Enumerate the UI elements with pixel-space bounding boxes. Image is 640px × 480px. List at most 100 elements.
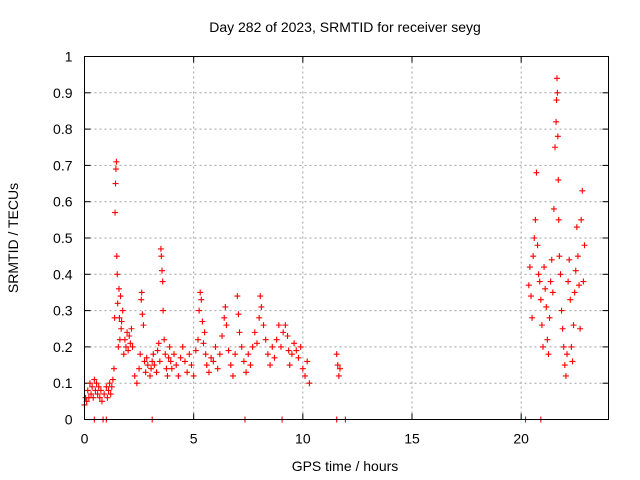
data-point — [143, 354, 150, 361]
y-tick-label: 0.7 — [53, 157, 73, 173]
data-point — [260, 322, 267, 329]
data-point — [131, 372, 138, 379]
data-point — [200, 340, 207, 347]
data-point — [267, 362, 274, 369]
data-point — [109, 376, 116, 383]
data-point — [201, 329, 208, 336]
data-point — [138, 296, 145, 303]
data-point — [108, 383, 115, 390]
data-point — [192, 347, 199, 354]
data-point — [179, 343, 186, 350]
data-point — [247, 362, 254, 369]
data-point — [214, 365, 221, 372]
data-point — [559, 325, 566, 332]
data-point — [127, 340, 134, 347]
data-point — [114, 300, 121, 307]
data-point — [125, 347, 132, 354]
data-point — [573, 224, 580, 231]
data-point — [142, 369, 149, 376]
data-point — [229, 372, 236, 379]
data-point — [225, 347, 232, 354]
plot-frame — [84, 56, 609, 420]
data-point — [269, 343, 276, 350]
data-point — [249, 343, 256, 350]
data-point — [101, 391, 108, 398]
data-point — [94, 391, 101, 398]
x-tick-label: 0 — [81, 431, 89, 447]
data-point — [562, 372, 569, 379]
data-point — [133, 380, 140, 387]
y-tick-labels: 0 0.1 0.2 0.3 0.4 0.5 0.6 0.7 0.8 0.9 1 — [53, 49, 73, 428]
data-point — [553, 97, 560, 104]
data-point — [138, 289, 145, 296]
data-point — [282, 322, 289, 329]
data-point — [257, 293, 264, 300]
data-point — [186, 351, 193, 358]
data-point — [113, 158, 120, 165]
data-point — [112, 166, 119, 173]
data-point — [560, 343, 567, 350]
data-point — [306, 380, 313, 387]
data-point — [93, 380, 100, 387]
data-point — [227, 362, 234, 369]
data-point — [202, 351, 209, 358]
data-point — [141, 358, 148, 365]
y-tick-label: 0.8 — [53, 121, 73, 137]
data-point — [297, 343, 304, 350]
data-point — [212, 343, 219, 350]
data-point — [223, 322, 230, 329]
y-tick-label: 0.3 — [53, 303, 73, 319]
data-point — [299, 365, 306, 372]
data-point — [126, 333, 133, 340]
data-point — [157, 245, 164, 252]
data-point — [137, 351, 144, 358]
data-point — [129, 343, 136, 350]
data-point — [236, 329, 243, 336]
data-points — [81, 75, 588, 423]
data-point — [576, 282, 583, 289]
data-point — [275, 322, 282, 329]
data-point — [96, 394, 103, 401]
data-point — [154, 347, 161, 354]
data-point — [304, 358, 311, 365]
data-point — [526, 264, 533, 271]
data-point — [119, 307, 126, 314]
data-point — [238, 343, 245, 350]
data-point — [136, 365, 143, 372]
data-point — [571, 289, 578, 296]
data-point — [537, 296, 544, 303]
data-point — [118, 325, 125, 332]
data-point — [156, 358, 163, 365]
data-point — [553, 75, 560, 82]
data-point — [555, 176, 562, 183]
data-point — [264, 351, 271, 358]
data-point — [547, 278, 554, 285]
data-point — [144, 362, 151, 369]
data-point — [527, 293, 534, 300]
data-point — [116, 336, 123, 343]
data-point — [251, 329, 258, 336]
data-point — [175, 372, 182, 379]
data-point — [285, 347, 292, 354]
data-point — [568, 343, 575, 350]
data-point — [536, 278, 543, 285]
data-point — [84, 387, 91, 394]
data-point — [88, 391, 95, 398]
data-point — [92, 387, 99, 394]
data-point — [122, 343, 129, 350]
data-point — [557, 271, 564, 278]
data-point — [548, 256, 555, 263]
data-point — [177, 354, 184, 361]
data-point — [295, 354, 302, 361]
data-point — [569, 358, 576, 365]
data-point — [173, 362, 180, 369]
chart-title: Day 282 of 2023, SRMTID for receiver sey… — [209, 19, 481, 35]
data-point — [181, 358, 188, 365]
data-point — [165, 354, 172, 361]
data-point — [542, 285, 549, 292]
data-point — [117, 293, 124, 300]
data-point — [110, 365, 117, 372]
data-point — [115, 285, 122, 292]
data-point — [288, 351, 295, 358]
data-point — [168, 365, 175, 372]
